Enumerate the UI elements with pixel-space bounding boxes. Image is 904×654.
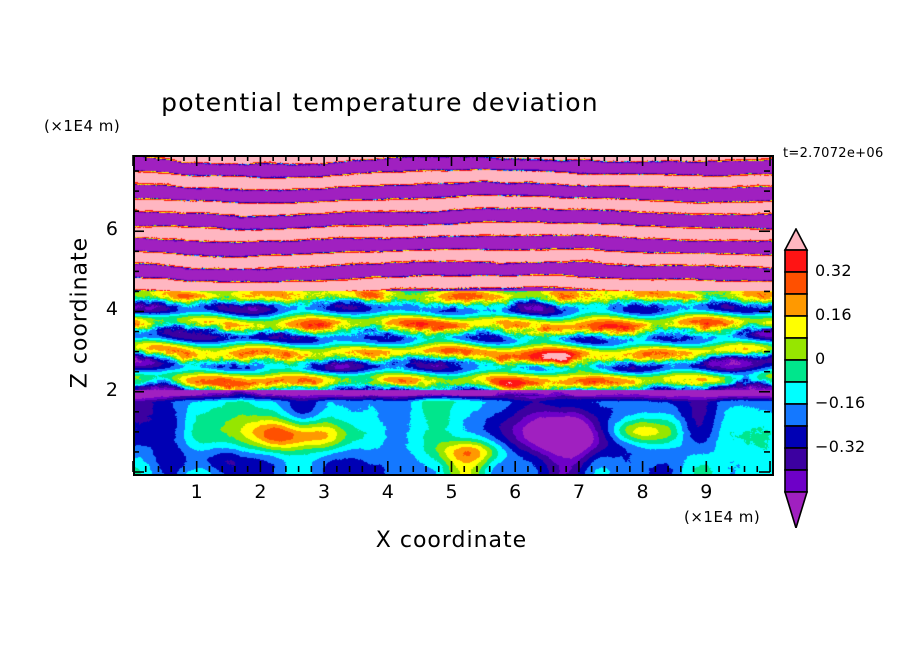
colorbar-band [784,315,808,339]
contour-plot-area [133,155,774,476]
colorbar-band [784,403,808,427]
colorbar-band [784,425,808,449]
y-tick-label: 2 [105,378,118,401]
colorbar-band [784,337,808,361]
colorbar-band [784,271,808,295]
x-tick-label: 8 [636,481,649,503]
y-axis-units-label: (×1E4 m) [44,117,121,135]
colorbar-tick-label: −0.16 [815,393,866,412]
colorbar-band [784,381,808,405]
colorbar-band [784,293,808,317]
x-axis-units-label: (×1E4 m) [684,508,761,526]
x-tick-label: 4 [381,481,394,503]
colorbar-band [784,249,808,273]
colorbar-bottom-cap [783,491,809,528]
x-tick-label: 3 [318,481,331,503]
colorbar-tick-label: 0 [815,349,826,368]
x-axis-title: X coordinate [375,528,528,553]
colorbar-tick-label: 0.16 [815,305,852,324]
x-tick-label: 2 [254,481,267,503]
y-tick-label: 6 [105,218,118,241]
colorbar-band [784,447,808,471]
x-tick-label: 1 [190,481,203,503]
page-title: potential temperature deviation [161,88,599,117]
colorbar-tick-label: −0.32 [815,437,866,456]
colorbar-band [784,469,808,493]
time-stamp-label: t=2.7072e+06 [783,146,884,161]
contour-field-canvas [135,157,772,474]
y-tick-label: 4 [105,298,118,321]
x-tick-label: 5 [445,481,458,503]
x-tick-label: 7 [572,481,585,503]
colorbar[interactable] [782,228,814,528]
colorbar-tick-label: 0.32 [815,261,852,280]
x-tick-label: 9 [700,481,713,503]
x-tick-label: 6 [509,481,522,503]
colorbar-band [784,359,808,383]
axis-tick-marks [132,155,771,473]
colorbar-top-cap [783,228,809,251]
